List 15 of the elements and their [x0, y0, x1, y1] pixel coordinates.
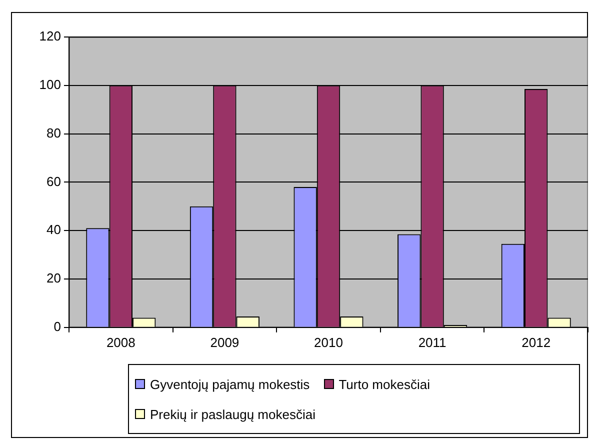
y-tick-label: 80 — [46, 125, 61, 140]
x-tick-label: 2009 — [210, 334, 240, 350]
y-tick-label: 0 — [54, 318, 61, 334]
x-tick-label: 2008 — [106, 334, 136, 350]
x-tick-label: 2010 — [314, 334, 343, 350]
y-tick-label: 60 — [46, 174, 61, 189]
x-tick-label: 2012 — [522, 334, 551, 350]
legend-label: Prekių ir paslaugų mokesčiai — [150, 406, 316, 422]
y-tick-label: 100 — [39, 76, 61, 92]
y-tick-label: 120 — [39, 28, 61, 44]
legend-label: Turto mokesčiai — [338, 376, 430, 392]
legend-label: Gyventojų pajamų mokestis — [150, 376, 310, 392]
x-tick-label: 2011 — [418, 334, 446, 350]
y-tick-label: 40 — [46, 222, 61, 238]
y-tick-label: 20 — [46, 270, 61, 286]
